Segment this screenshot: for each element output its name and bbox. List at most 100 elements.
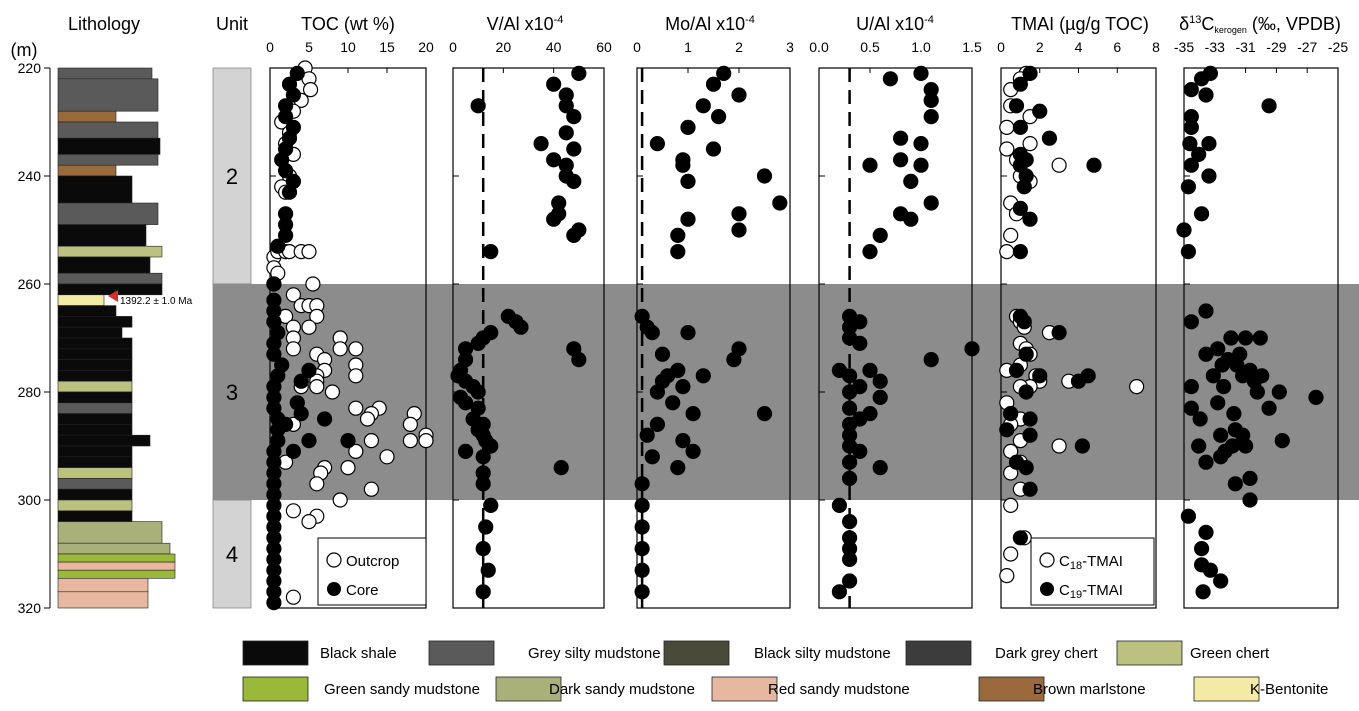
data-point-outcrop <box>340 460 356 476</box>
data-point-core <box>1198 454 1214 470</box>
lithology-bed <box>57 591 149 609</box>
data-point-core <box>483 497 499 513</box>
lithology-bed <box>57 121 159 139</box>
data-point-c19-tmai <box>1032 368 1048 384</box>
depth-tick-label: 280 <box>18 384 42 400</box>
lithology-column <box>57 67 176 609</box>
panel-frame <box>452 67 605 609</box>
x-tick-label: 20 <box>496 39 512 55</box>
data-point-core <box>680 119 696 136</box>
data-point-core <box>913 65 929 82</box>
data-point-c19-tmai <box>1016 314 1032 330</box>
data-point-core <box>1192 411 1208 427</box>
data-point-core <box>1237 438 1254 454</box>
x-tick-label: 20 <box>418 39 434 55</box>
lithology-bed <box>57 283 163 296</box>
panel-frame <box>1183 67 1339 609</box>
data-point-outcrop <box>285 589 301 605</box>
x-tick-label: 5 <box>305 39 313 55</box>
data-point-outcrop <box>301 244 317 260</box>
data-point-core <box>1183 119 1199 136</box>
data-point-c18-tmai <box>1003 497 1019 513</box>
data-point-core <box>1274 433 1290 449</box>
data-point-core <box>892 152 909 168</box>
data-point-core <box>301 362 317 378</box>
data-point-c18-tmai <box>999 567 1015 584</box>
data-point-core <box>558 98 574 114</box>
data-point-core <box>756 406 773 422</box>
data-point-core <box>475 449 491 465</box>
data-point-core <box>872 460 888 476</box>
data-point-outcrop <box>348 443 364 459</box>
data-point-core <box>892 130 909 146</box>
data-point-core <box>665 395 681 411</box>
data-point-outcrop <box>302 81 319 98</box>
x-tick-label: 60 <box>596 39 612 55</box>
panel-frame <box>818 67 973 609</box>
data-point-core <box>634 476 650 492</box>
data-point-core <box>1183 314 1199 330</box>
legend-core-label: Core <box>346 582 379 599</box>
data-point-c19-tmai <box>1080 368 1096 384</box>
data-point-core <box>566 141 582 157</box>
data-point-c18-tmai <box>999 119 1015 136</box>
data-point-core <box>478 519 494 535</box>
header-lithology: Lithology <box>68 14 140 34</box>
data-point-core <box>831 497 848 513</box>
data-point-core <box>1202 562 1219 578</box>
data-point-core <box>852 443 868 459</box>
data-point-outcrop <box>301 319 317 335</box>
legend-swatch <box>242 676 309 702</box>
data-point-core <box>649 136 666 152</box>
x-tick-label: 2 <box>1036 39 1044 55</box>
unit-block <box>212 283 252 501</box>
unit-label: 2 <box>226 164 238 189</box>
data-point-core <box>301 433 317 449</box>
data-point-core <box>1271 384 1287 400</box>
header-d13c: δ13Ckerogen (‰, VPDB) <box>1179 14 1341 35</box>
data-point-core <box>882 71 899 87</box>
data-point-core <box>1193 71 1210 87</box>
data-point-core <box>639 427 655 443</box>
data-point-core <box>566 108 582 125</box>
x-tick-label: 6 <box>1113 39 1121 55</box>
x-tick-label: 0 <box>266 39 274 55</box>
unit-block <box>212 499 252 609</box>
lithology-bed <box>57 294 105 306</box>
legend-label: Brown marlstone <box>1033 681 1146 698</box>
zircon-age-marker <box>108 290 118 302</box>
data-point-outcrop <box>363 481 379 497</box>
lithology-bed <box>57 224 147 247</box>
data-point-c19-tmai <box>1086 157 1102 173</box>
data-point-core <box>1205 368 1221 384</box>
x-tick-label: 4 <box>1075 39 1083 55</box>
legend-c19-label: C19-TMAI <box>1059 582 1123 601</box>
data-point-core <box>923 92 939 109</box>
data-point-core <box>1213 573 1229 589</box>
depth-axis: 220 240 260 280 300 320 <box>18 60 51 616</box>
data-point-core <box>513 319 529 335</box>
lithology-bed <box>57 164 117 177</box>
panel-frame <box>636 67 791 609</box>
data-point-outcrop <box>324 384 340 400</box>
data-point-core <box>278 227 294 243</box>
data-point-core <box>278 108 294 125</box>
unit-label: 4 <box>226 542 238 567</box>
data-point-core <box>533 136 549 152</box>
data-point-core <box>1193 540 1210 557</box>
lithology-bed <box>57 305 117 317</box>
x-tick-label: -27 <box>1297 39 1317 55</box>
lithology-bed <box>57 467 133 479</box>
data-point-core <box>1195 584 1211 600</box>
x-tick-label: 0 <box>633 39 641 55</box>
data-point-core <box>644 325 660 341</box>
data-point-core <box>675 379 691 395</box>
data-point-core <box>923 195 939 211</box>
legend-swatch <box>905 640 972 666</box>
x-tick-label: 0.0 <box>809 39 829 55</box>
lithology-bed <box>57 337 133 350</box>
legend-swatch <box>495 676 562 702</box>
x-tick-label: 1.5 <box>962 39 982 55</box>
header-tmai: TMAI (µg/g TOC) <box>1011 14 1149 34</box>
lithology-bed <box>57 202 159 225</box>
